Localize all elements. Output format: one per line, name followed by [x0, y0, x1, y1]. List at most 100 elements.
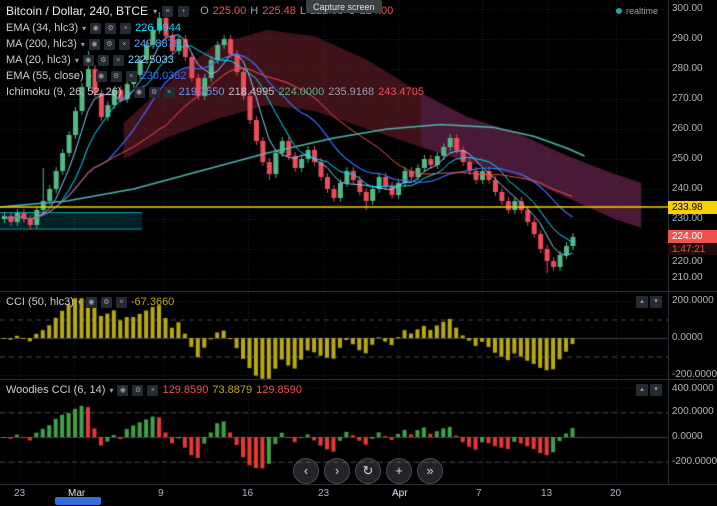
cci-pane-controls: ▴ ▾ — [636, 296, 662, 308]
delete-icon[interactable]: × — [120, 22, 132, 34]
move-pane-up-icon[interactable]: ▴ — [636, 384, 648, 396]
indicator-value: 218.4995 — [228, 86, 275, 98]
visibility-icon[interactable]: ◉ — [82, 54, 94, 66]
indicator-label[interactable]: Woodies CCI (6, 14) — [6, 384, 106, 396]
settings-icon[interactable]: ⚙ — [103, 38, 115, 50]
visibility-icon[interactable]: ◉ — [133, 86, 145, 98]
pan-right-button[interactable]: › — [324, 458, 350, 484]
visibility-icon[interactable]: ◉ — [88, 38, 100, 50]
go-to-end-button[interactable]: » — [417, 458, 443, 484]
cci-axis-label: 200.0000 — [672, 295, 714, 306]
indicator-label[interactable]: EMA (55, close) — [6, 70, 84, 82]
visibility-icon[interactable]: ◉ — [85, 296, 97, 308]
toolbar-tooltip: Capture screen — [306, 0, 382, 13]
realtime-label: realtime — [626, 6, 659, 16]
indicator-label[interactable]: EMA (34, hlc3) — [6, 22, 79, 34]
settings-icon[interactable]: ⚙ — [132, 384, 144, 396]
move-pane-up-icon[interactable]: ▴ — [636, 296, 648, 308]
open-label: O — [200, 5, 209, 17]
price-axis-label: 300.00 — [672, 3, 703, 14]
legend-row-woodies: Woodies CCI (6, 14) ▾ ◉ ⚙ × 129.8590 73.… — [6, 384, 302, 396]
settings-icon[interactable]: ⚙ — [97, 54, 109, 66]
symbol-title[interactable]: Bitcoin / Dollar, 240, BTCE — [6, 4, 149, 18]
pane-divider[interactable] — [0, 379, 717, 380]
legend-row-ma20: MA (20, hlc3) ▾ ◉ ⚙ × 222.5033 — [6, 54, 174, 66]
indicator-value: 73.8879 — [212, 384, 253, 396]
move-pane-down-icon[interactable]: ▾ — [650, 384, 662, 396]
woodies-pane-controls: ▴ ▾ — [636, 384, 662, 396]
chevron-down-icon[interactable]: ▾ — [87, 71, 92, 81]
woodies-axis-label: 400.0000 — [672, 383, 714, 394]
indicator-value: -67.3660 — [130, 296, 175, 308]
indicator-value: 243.4705 — [378, 86, 425, 98]
price-axis-label: 260.00 — [672, 123, 703, 134]
legend-row-ema55: EMA (55, close) ▾ ◉ ⚙ × 230.0382 — [6, 70, 187, 82]
pane-divider[interactable] — [0, 291, 717, 292]
woodies-axis-label: -200.0000 — [672, 456, 717, 467]
time-axis[interactable]: 23 Mar 9 16 23 Apr 7 13 20 — [0, 484, 717, 506]
high-label: H — [250, 5, 259, 17]
indicator-label[interactable]: MA (200, hlc3) — [6, 38, 77, 50]
legend-row-ichimoku: Ichimoku (9, 26, 52, 26) ▾ ◉ ⚙ × 219.755… — [6, 86, 424, 98]
chevron-down-icon[interactable]: ▾ — [74, 55, 79, 65]
visibility-icon[interactable]: ◉ — [90, 22, 102, 34]
indicator-value: 226.5944 — [135, 22, 182, 34]
visibility-icon[interactable]: ◉ — [95, 70, 107, 82]
delete-icon[interactable]: × — [115, 296, 127, 308]
chevron-down-icon[interactable]: ▾ — [125, 87, 130, 97]
indicator-value: 222.5033 — [127, 54, 174, 66]
indicator-value: 129.8590 — [162, 384, 209, 396]
bar-countdown: 1:47:21 — [668, 244, 717, 255]
time-axis-label: 7 — [476, 488, 482, 499]
delete-icon[interactable]: × — [125, 70, 137, 82]
pan-left-button[interactable]: ‹ — [293, 458, 319, 484]
open-value: 225.00 — [212, 5, 247, 17]
taskbar-item[interactable] — [55, 497, 101, 505]
delete-icon[interactable]: × — [147, 384, 159, 396]
zoom-in-button[interactable]: + — [386, 458, 412, 484]
indicator-value: 235.9168 — [328, 86, 375, 98]
indicator-label[interactable]: Ichimoku (9, 26, 52, 26) — [6, 86, 122, 98]
cci-axis-label: 0.0000 — [672, 332, 703, 343]
move-pane-down-icon[interactable]: ▾ — [650, 296, 662, 308]
chevron-down-icon[interactable]: ▾ — [153, 6, 158, 16]
legend-row-ema34: EMA (34, hlc3) ▾ ◉ ⚙ × 226.5944 — [6, 22, 181, 34]
legend-row-ma200: MA (200, hlc3) ▾ ◉ ⚙ × 249.8878 — [6, 38, 180, 50]
high-value: 225.48 — [262, 5, 296, 17]
chevron-down-icon[interactable]: ▾ — [77, 297, 82, 307]
add-indicator-icon[interactable]: + — [178, 5, 190, 17]
indicator-value: 230.0382 — [140, 70, 187, 82]
price-axis-label: 230.00 — [672, 213, 703, 224]
reset-chart-button[interactable]: ↻ — [355, 458, 381, 484]
indicator-value: 129.8590 — [256, 384, 303, 396]
chevron-down-icon[interactable]: ▾ — [109, 385, 114, 395]
delete-icon[interactable]: × — [112, 54, 124, 66]
settings-icon[interactable]: ⚙ — [110, 70, 122, 82]
settings-icon[interactable]: ⚙ — [148, 86, 160, 98]
realtime-dot-icon — [616, 8, 622, 14]
chevron-down-icon[interactable]: ▾ — [80, 39, 85, 49]
price-axis-label: 240.00 — [672, 183, 703, 194]
time-axis-label: 9 — [158, 488, 164, 499]
alert-price-tag[interactable]: 233.98 — [668, 201, 717, 214]
indicator-label[interactable]: CCI (50, hlc3) — [6, 296, 74, 308]
chart-style-icon[interactable]: ≡ — [162, 5, 174, 17]
indicator-value: 249.8878 — [133, 38, 180, 50]
delete-icon[interactable]: × — [163, 86, 175, 98]
time-axis-label: Mar — [68, 488, 86, 499]
woodies-axis-label: 0.0000 — [672, 431, 703, 442]
price-axis-label: 250.00 — [672, 153, 703, 164]
time-axis-label: 16 — [242, 488, 254, 499]
delete-icon[interactable]: × — [118, 38, 130, 50]
settings-icon[interactable]: ⚙ — [100, 296, 112, 308]
chevron-down-icon[interactable]: ▾ — [82, 23, 87, 33]
price-axis-label: 220.00 — [672, 256, 703, 267]
visibility-icon[interactable]: ◉ — [117, 384, 129, 396]
time-axis-label: Apr — [392, 488, 408, 499]
indicator-label[interactable]: MA (20, hlc3) — [6, 54, 71, 66]
time-axis-label: 13 — [541, 488, 553, 499]
time-axis-label: 20 — [610, 488, 622, 499]
price-axis-label: 210.00 — [672, 272, 703, 283]
settings-icon[interactable]: ⚙ — [105, 22, 117, 34]
